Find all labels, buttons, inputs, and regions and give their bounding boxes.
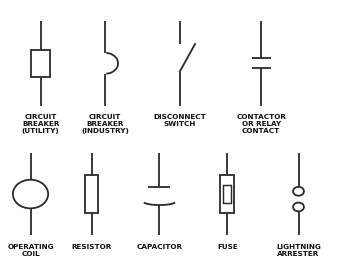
Bar (220, 175, 234, 213)
Text: CONTACTOR
OR RELAY
CONTACT: CONTACTOR OR RELAY CONTACT (236, 114, 286, 134)
Text: RESISTOR: RESISTOR (72, 244, 112, 250)
Text: CIRCUIT
BREAKER
(INDUSTRY): CIRCUIT BREAKER (INDUSTRY) (81, 114, 129, 134)
Text: OPERATING
COIL: OPERATING COIL (7, 244, 54, 257)
Bar (31, 49, 50, 77)
Bar (223, 185, 231, 203)
Text: DISCONNECT
SWITCH: DISCONNECT SWITCH (153, 114, 206, 127)
Text: FUSE: FUSE (217, 244, 238, 250)
Text: CAPACITOR: CAPACITOR (137, 244, 182, 250)
Text: LIGHTNING
ARRESTER: LIGHTNING ARRESTER (276, 244, 321, 257)
Text: CIRCUIT
BREAKER
(UTILITY): CIRCUIT BREAKER (UTILITY) (22, 114, 60, 134)
Bar (85, 175, 98, 213)
